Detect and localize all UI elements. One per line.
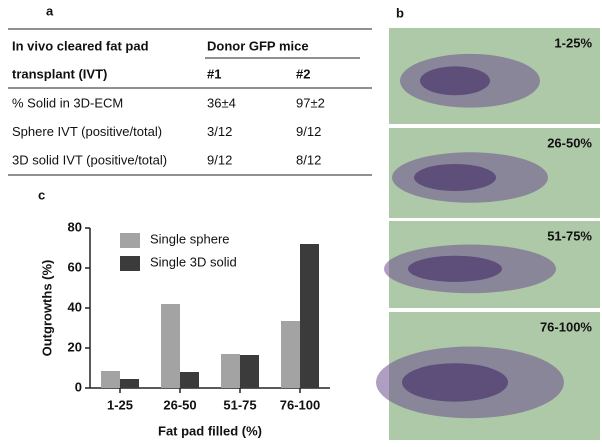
bar xyxy=(180,372,199,388)
y-tick-label: 60 xyxy=(68,259,82,274)
bar xyxy=(120,379,139,388)
table-cell: 97±2 xyxy=(296,95,325,110)
bar xyxy=(281,321,300,388)
x-tick-label: 51-75 xyxy=(223,397,256,412)
table-header: In vivo cleared fat pad xyxy=(12,38,149,53)
gland-core xyxy=(414,164,496,191)
panel-label: a xyxy=(46,3,54,18)
legend-label: Single 3D solid xyxy=(150,254,237,269)
bar xyxy=(161,304,180,388)
bar xyxy=(300,244,319,388)
table-cell: 9/12 xyxy=(296,124,321,139)
table-header: Donor GFP mice xyxy=(207,38,309,53)
legend-swatch xyxy=(120,233,140,248)
table-cell: 3D solid IVT (positive/total) xyxy=(12,152,167,167)
bar xyxy=(101,371,120,388)
table-header: #2 xyxy=(296,66,310,81)
y-axis-label: Outgrowths (%) xyxy=(39,260,54,357)
image-label: 26-50% xyxy=(547,135,592,150)
legend-label: Single sphere xyxy=(150,231,230,246)
legend-swatch xyxy=(120,256,140,271)
image-label: 1-25% xyxy=(554,35,592,50)
y-tick-label: 80 xyxy=(68,219,82,234)
y-tick-label: 0 xyxy=(75,379,82,394)
panel-label: c xyxy=(38,187,45,202)
y-tick-label: 40 xyxy=(68,299,82,314)
x-tick-label: 76-100 xyxy=(280,397,320,412)
table-cell: 8/12 xyxy=(296,152,321,167)
bar xyxy=(221,354,240,388)
table-cell: Sphere IVT (positive/total) xyxy=(12,124,162,139)
table-header: #1 xyxy=(207,66,221,81)
gland-core xyxy=(402,363,508,402)
table-cell: 3/12 xyxy=(207,124,232,139)
x-tick-label: 1-25 xyxy=(107,397,133,412)
table-cell: 9/12 xyxy=(207,152,232,167)
y-tick-label: 20 xyxy=(68,339,82,354)
gland-core xyxy=(420,66,490,96)
gland-core xyxy=(408,255,502,282)
image-label: 51-75% xyxy=(547,228,592,243)
table-header: transplant (IVT) xyxy=(12,66,107,81)
panel-label: b xyxy=(396,5,404,20)
x-tick-label: 26-50 xyxy=(163,397,196,412)
image-label: 76-100% xyxy=(540,319,592,334)
x-axis-label: Fat pad filled (%) xyxy=(158,423,262,438)
bar xyxy=(240,355,259,388)
table-cell: 36±4 xyxy=(207,95,236,110)
table-cell: % Solid in 3D-ECM xyxy=(12,95,123,110)
